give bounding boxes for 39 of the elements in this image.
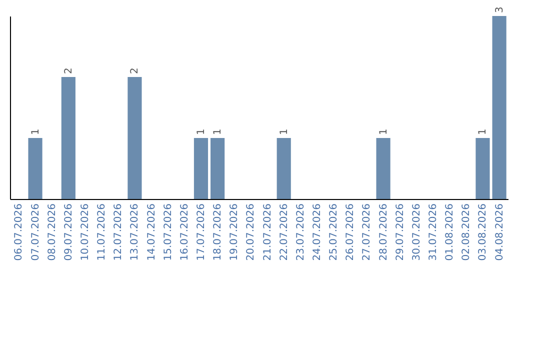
x-tick-label: 11.07.2026: [96, 204, 108, 261]
data-label: 1: [30, 128, 42, 135]
data-label: 1: [378, 128, 390, 135]
x-tick-label: 22.07.2026: [278, 204, 290, 261]
x-tick-label: 03.08.2026: [478, 204, 489, 261]
x-tick-label: 01.08.2026: [444, 204, 456, 261]
data-label: 1: [196, 128, 207, 135]
x-tick-label: 25.07.2026: [328, 204, 340, 261]
x-tick-label: 06.07.2026: [14, 204, 25, 261]
x-tick-label: 10.07.2026: [80, 204, 91, 261]
x-tick-label: 14.07.2026: [146, 204, 158, 261]
x-tick-label: 19.07.2026: [229, 204, 240, 261]
x-tick-label: 20.07.2026: [246, 204, 257, 261]
x-tick-label: 12.07.2026: [113, 204, 124, 261]
data-label: 2: [130, 68, 141, 74]
x-tick-label: 28.07.2026: [378, 204, 390, 261]
data-label: 1: [478, 128, 489, 135]
x-tick-label: 08.07.2026: [46, 204, 58, 261]
data-label: 3: [494, 6, 506, 13]
x-tick-label: 29.07.2026: [394, 204, 406, 261]
x-tick-label: 26.07.2026: [345, 204, 356, 261]
x-tick-label: 07.07.2026: [30, 204, 42, 261]
x-tick-label: 04.08.2026: [494, 204, 506, 261]
x-tick-label: 13.07.2026: [130, 204, 141, 261]
x-tick-label: 02.08.2026: [461, 204, 472, 261]
data-label: 1: [278, 128, 290, 135]
x-tick-label: 30.07.2026: [411, 204, 422, 261]
x-tick-label: 15.07.2026: [162, 204, 174, 261]
x-tick-label: 21.07.2026: [262, 204, 274, 261]
data-label: 2: [63, 68, 74, 74]
x-tick-label: 09.07.2026: [63, 204, 74, 261]
x-tick-label: 27.07.2026: [362, 204, 373, 261]
data-label: 1: [212, 128, 224, 135]
x-tick-label: 24.07.2026: [312, 204, 324, 261]
x-tick-label: 23.07.2026: [295, 204, 306, 261]
x-tick-label: 18.07.2026: [212, 204, 224, 261]
x-tick-label: 16.07.2026: [179, 204, 190, 261]
x-tick-label: 31.07.2026: [428, 204, 440, 261]
x-tick-label: 17.07.2026: [196, 204, 207, 261]
